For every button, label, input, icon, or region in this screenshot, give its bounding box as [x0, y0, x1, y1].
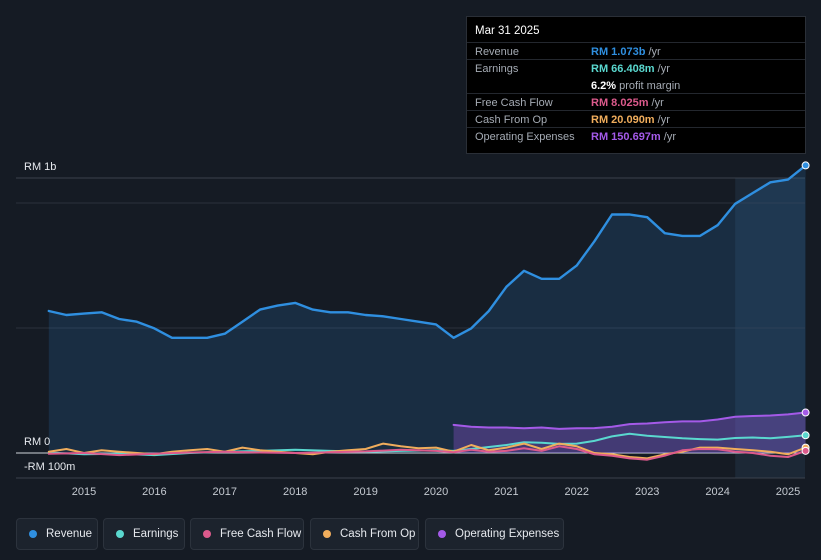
x-tick-label: 2025	[776, 486, 800, 498]
tooltip-label: Operating Expenses	[475, 131, 575, 143]
series-endpoint-earnings	[801, 431, 810, 440]
y-tick-label: RM 1b	[24, 161, 56, 173]
series-layer	[47, 161, 810, 461]
legend-revenue[interactable]: Revenue	[16, 518, 98, 550]
tooltip-value: 6.2% profit margin	[591, 80, 681, 92]
tooltip-row-cfo: Cash From Op RM 20.090m /yr	[467, 110, 805, 128]
tooltip-value: RM 8.025m /yr	[591, 97, 664, 109]
tooltip-panel: Mar 31 2025 Revenue RM 1.073b /yr Earnin…	[466, 16, 806, 154]
tooltip-label: Free Cash Flow	[475, 97, 553, 109]
series-endpoint-operating-expenses	[801, 408, 810, 417]
series-line-operating-expenses	[452, 411, 807, 430]
legend-dot-icon	[203, 530, 211, 538]
legend-dot-icon	[438, 530, 446, 538]
x-tick-label: 2020	[424, 486, 448, 498]
series-endpoint-revenue	[801, 161, 810, 170]
legend-label: Revenue	[46, 528, 93, 540]
legend-dot-icon	[116, 530, 124, 538]
legend-label: Cash From Op	[340, 528, 416, 540]
legend-label: Earnings	[133, 528, 179, 540]
legend-dot-icon	[323, 530, 331, 538]
series-area-revenue	[48, 165, 806, 453]
x-tick-label: 2024	[705, 486, 729, 498]
tooltip-label: Earnings	[475, 63, 519, 75]
legend-dot-icon	[29, 530, 37, 538]
tooltip-row-margin: 6.2% profit margin	[467, 76, 805, 94]
y-tick-label: RM 0	[24, 436, 50, 448]
tooltip-row-opex: Operating Expenses RM 150.697m /yr	[467, 127, 805, 145]
y-axis: RM 1b RM 0 -RM 100m	[24, 161, 75, 473]
series-line-cash-from-op	[47, 442, 807, 460]
x-tick-label: 2021	[494, 486, 518, 498]
legend-operating-expenses[interactable]: Operating Expenses	[425, 518, 564, 550]
tooltip-label: Revenue	[475, 46, 520, 58]
x-tick-label: 2018	[283, 486, 307, 498]
tooltip-value: RM 1.073b /yr	[591, 46, 661, 58]
legend-earnings[interactable]: Earnings	[103, 518, 185, 550]
x-tick-label: 2017	[213, 486, 237, 498]
legend-cash-from-op[interactable]: Cash From Op	[310, 518, 419, 550]
x-tick-label: 2015	[72, 486, 96, 498]
tooltip-value: RM 150.697m /yr	[591, 131, 677, 143]
tooltip-row-fcf: Free Cash Flow RM 8.025m /yr	[467, 93, 805, 111]
tooltip-row-earnings: Earnings RM 66.408m /yr	[467, 59, 805, 77]
x-tick-label: 2023	[635, 486, 659, 498]
legend-free-cash-flow[interactable]: Free Cash Flow	[190, 518, 304, 550]
series-line-free-cash-flow	[47, 445, 807, 461]
tooltip-value: RM 20.090m /yr	[591, 114, 670, 126]
series-line-revenue	[47, 164, 807, 339]
x-tick-label: 2022	[565, 486, 589, 498]
tooltip-label: Cash From Op	[475, 114, 548, 126]
x-tick-label: 2016	[142, 486, 166, 498]
x-tick-label: 2019	[353, 486, 377, 498]
legend-label: Free Cash Flow	[220, 528, 302, 540]
tooltip-row-revenue: Revenue RM 1.073b /yr	[467, 42, 805, 60]
series-endpoint-free-cash-flow	[801, 446, 810, 455]
y-tick-label: -RM 100m	[24, 461, 75, 473]
tooltip-value: RM 66.408m /yr	[591, 63, 670, 75]
tooltip-date: Mar 31 2025	[475, 25, 540, 37]
legend-label: Operating Expenses	[455, 528, 560, 540]
x-axis: 2015 2016 2017 2018 2019 2020 2021 2022 2023 2024…	[72, 486, 800, 498]
